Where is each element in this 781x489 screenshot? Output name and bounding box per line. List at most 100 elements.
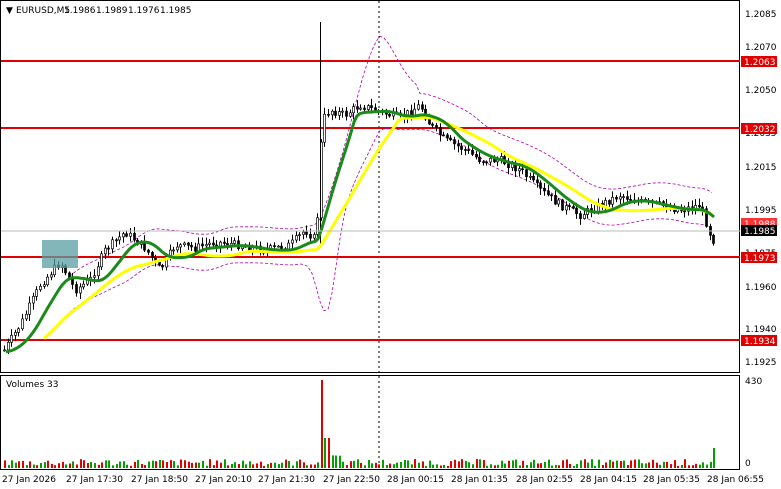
volume-bar [659,464,661,468]
volume-bar [414,459,416,468]
volume-bar [494,465,496,468]
candle-body [273,245,276,247]
envelope-upper [59,35,713,289]
volume-bar [249,461,251,468]
volume-panel-frame [0,375,740,470]
candle-body [410,110,413,116]
candle-body [316,217,319,235]
volume-bar [530,462,532,468]
volume-bar [580,460,582,468]
volume-bar [101,462,103,468]
candle-body [291,239,294,244]
header-menu-arrow[interactable]: ▼ [6,6,13,16]
volume-bar [350,461,352,468]
volume-bar [681,464,683,468]
volume-bar [627,465,629,468]
volume-bar [479,459,481,468]
candle-body [449,137,452,140]
volume-panel-title: Volumes 33 [6,380,58,390]
candle-body [172,249,175,252]
volume-bar [184,460,186,468]
volume-bar [54,465,56,468]
volume-bar [216,460,218,468]
volume-bar [126,464,128,468]
volume-bar [29,461,31,468]
envelope-bands [59,35,713,325]
close-value: 1.1985 [160,6,192,16]
volume-bar [569,463,571,468]
volume-bar [476,459,478,468]
volume-bar [393,464,395,468]
volume-bar [4,460,6,468]
volume-bar [134,461,136,468]
volume-bar [130,465,132,468]
level-tag [741,335,777,346]
price-tick: 1.1940 [745,325,777,335]
volume-bar [616,460,618,468]
time-tick: 28 Jan 04:15 [580,475,637,485]
candle-body [32,296,35,304]
candle-body [698,205,701,208]
volume-bar [238,464,240,468]
candle-body [341,110,344,113]
volume-bar [213,465,215,468]
volume-bar [378,464,380,468]
candle-body [147,249,150,253]
volume-bar [587,462,589,468]
candle-body [302,231,305,235]
volume-bar [429,460,431,468]
candle-body [93,275,96,278]
volume-bar [364,465,366,468]
volume-bar [105,460,107,468]
volume-bar [602,464,604,468]
candle-body [428,118,431,125]
volume-bar [22,460,24,468]
candle-body [165,256,168,268]
candle-body [485,161,488,164]
volume-bar [90,461,92,468]
volume-bar [195,462,197,468]
candle-body [309,234,312,239]
volume-bar [314,464,316,468]
volume-bar [465,460,467,468]
volume-bar [173,461,175,468]
volume-bar [58,463,60,468]
volume-bar [11,460,13,468]
candle-body [557,199,560,205]
volume-bar [512,460,514,468]
volume-bar [555,464,557,468]
volume-bar [328,438,330,468]
volume-bar [656,462,658,468]
candle-body [75,284,78,294]
volume-bar [342,461,344,468]
candle-body [521,168,524,171]
candle-body [212,242,215,246]
volume-bar [684,459,686,468]
candle-body [10,335,13,343]
volume-bar [504,463,506,468]
volume-bar [526,464,528,468]
candle-body [179,244,182,248]
candle-body [446,134,449,139]
volume-bar [645,463,647,468]
volume-axis-top: 430 [745,377,762,387]
volume-bar [411,464,413,468]
volume-bar [335,455,337,468]
volume-bar [368,459,370,468]
candle-body [313,234,316,239]
moving-averages [5,109,715,354]
volume-bar [519,465,521,468]
volume-bar [652,459,654,468]
level-tag [741,123,777,134]
volume-bar [292,465,294,468]
volume-bar [418,462,420,468]
volume-bar [252,464,254,468]
volume-bar [533,459,535,468]
volume-bar [72,461,74,468]
candle-body [550,194,553,197]
volume-bar [674,460,676,468]
volume-bar [69,463,71,468]
candle-body [104,247,107,255]
candle-body [435,125,438,128]
